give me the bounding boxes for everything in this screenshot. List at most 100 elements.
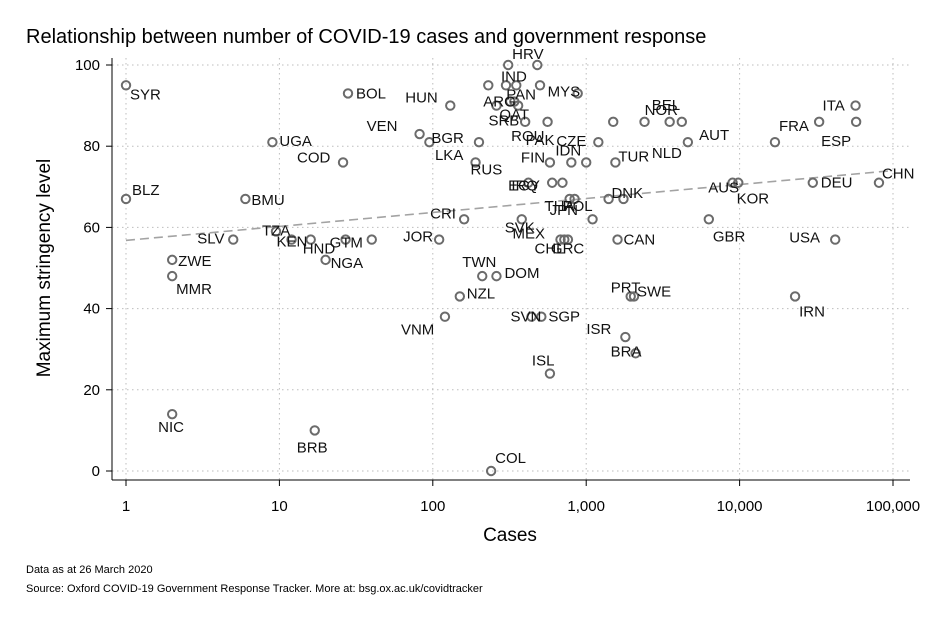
data-point xyxy=(544,368,556,379)
data-point xyxy=(485,465,497,477)
data-point xyxy=(593,136,604,148)
point-label: PRT xyxy=(611,279,641,296)
point-label: KOR xyxy=(737,191,770,208)
data-point xyxy=(337,157,349,168)
point-label: LKA xyxy=(435,147,463,164)
point-label: AUT xyxy=(699,127,729,144)
data-point xyxy=(733,177,744,188)
axes: 1 10 100 1,000 10,000 100,000 0 20 40 60 80 100 xyxy=(75,57,920,515)
data-point xyxy=(305,234,316,245)
point-label: MMR xyxy=(176,281,212,298)
x-tick-label: 1 xyxy=(122,498,130,515)
point-label: DEU xyxy=(821,175,853,192)
data-point xyxy=(502,59,514,71)
point-label: DOM xyxy=(504,265,539,282)
y-tick-label: 40 xyxy=(83,301,100,318)
y-axis-title: Maximum stringency level xyxy=(34,159,55,378)
point-label: UGA xyxy=(279,133,312,150)
data-point xyxy=(120,193,132,205)
date-note: Data as at 26 March 2020 xyxy=(26,564,153,576)
point-label: RUS xyxy=(471,161,503,178)
point-label: ISR xyxy=(586,321,611,338)
point-label: CAN xyxy=(624,232,656,249)
point-label: ROU xyxy=(511,128,544,145)
point-label: BOL xyxy=(356,85,386,102)
data-point xyxy=(542,116,553,128)
data-point xyxy=(523,177,534,188)
point-label: BEL xyxy=(652,97,680,114)
point-label: IRN xyxy=(799,303,825,320)
point-label: SLV xyxy=(197,231,224,248)
point-label: JOR xyxy=(403,229,433,246)
point-label: CHL xyxy=(535,241,565,258)
y-tick-label: 60 xyxy=(83,219,100,236)
data-point xyxy=(850,116,862,128)
data-point xyxy=(608,116,619,128)
data-point xyxy=(516,214,527,225)
point-label: GTM xyxy=(330,235,363,252)
point-label: GRC xyxy=(551,241,585,258)
data-point xyxy=(532,59,543,71)
data-point xyxy=(813,116,825,128)
data-point xyxy=(534,80,546,91)
point-label: ESP xyxy=(821,133,851,150)
data-point xyxy=(166,270,178,282)
x-axis-title: Cases xyxy=(483,525,537,546)
data-point xyxy=(458,214,470,225)
data-point xyxy=(564,193,575,205)
point-label: USA xyxy=(789,230,820,247)
data-point xyxy=(342,88,354,99)
data-point xyxy=(830,234,841,245)
x-tick-label: 100 xyxy=(420,498,445,515)
data-point xyxy=(618,193,629,205)
data-point xyxy=(340,234,351,245)
point-label: AUS xyxy=(708,180,739,197)
point-label: NZL xyxy=(467,285,495,302)
data-point xyxy=(491,100,502,111)
data-point xyxy=(536,311,547,322)
point-label: CHN xyxy=(882,166,915,183)
point-label: MEX xyxy=(513,225,546,242)
y-tick-label: 0 xyxy=(92,463,100,480)
point-label: IDN xyxy=(555,142,581,159)
fit-line-group xyxy=(125,169,894,242)
point-label: HUN xyxy=(405,90,438,107)
y-tick-label: 100 xyxy=(75,57,100,74)
data-point xyxy=(445,100,456,111)
point-label: FRA xyxy=(779,118,809,135)
data-point xyxy=(433,234,445,245)
source-note: Source: Oxford COVID-19 Government Respo… xyxy=(26,583,483,595)
data-point xyxy=(703,214,715,225)
point-label: VNM xyxy=(401,322,434,339)
data-point xyxy=(454,291,466,302)
fit-line xyxy=(125,169,894,242)
point-label: MYS xyxy=(548,83,581,100)
data-point xyxy=(286,234,297,245)
point-label: SVN xyxy=(511,309,542,326)
data-point xyxy=(270,226,282,237)
point-label: TUR xyxy=(618,148,649,165)
y-tick-label: 20 xyxy=(83,382,100,399)
y-tick-label: 80 xyxy=(83,138,100,155)
point-label: BLZ xyxy=(132,182,160,199)
point-label: EGY xyxy=(508,178,540,195)
data-point xyxy=(424,136,435,148)
data-point xyxy=(512,100,524,111)
data-point xyxy=(562,234,574,245)
data-point xyxy=(470,157,481,168)
point-label: PAN xyxy=(506,87,536,104)
data-point xyxy=(572,88,583,99)
data-point xyxy=(477,270,488,282)
data-point xyxy=(559,234,570,245)
point-label: SGP xyxy=(548,309,580,326)
data-point xyxy=(581,157,592,168)
data-point xyxy=(628,291,640,302)
x-tick-label: 100,000 xyxy=(866,498,920,515)
points xyxy=(120,59,885,477)
data-point xyxy=(309,425,320,436)
x-tick-label: 10 xyxy=(271,498,288,515)
point-label: BRA xyxy=(611,343,642,360)
data-point xyxy=(120,80,132,91)
data-point xyxy=(505,96,516,107)
